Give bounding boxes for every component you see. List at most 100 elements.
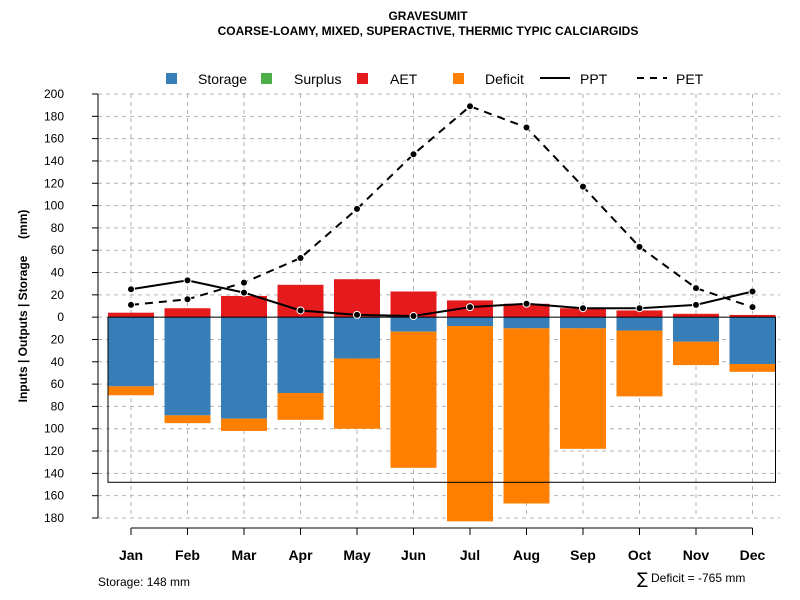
ppt-line — [130, 279, 753, 318]
storage-bar — [673, 317, 719, 342]
x-tick-label: Sep — [570, 547, 596, 563]
y-tick-label: 180 — [44, 511, 64, 525]
y-tick-label: 100 — [44, 199, 64, 213]
pet-point — [748, 303, 757, 312]
legend-swatch-surplus — [261, 73, 272, 84]
deficit-bar — [108, 386, 154, 396]
ppt-point — [240, 288, 248, 297]
deficit-bar — [447, 326, 493, 522]
deficit-bar — [503, 328, 550, 504]
pet-point — [183, 295, 192, 304]
storage-bar — [108, 317, 154, 387]
x-tick-label: May — [343, 547, 370, 563]
y-tick-label: 100 — [44, 422, 64, 436]
legend-swatch-storage — [166, 73, 177, 84]
aet-bar — [164, 308, 211, 318]
y-tick-label: 160 — [44, 132, 64, 146]
x-tick-label: Apr — [288, 547, 313, 563]
deficit-bar — [616, 330, 663, 397]
deficit-bar — [334, 358, 380, 429]
aet-bar — [334, 279, 380, 318]
storage-bar — [616, 317, 663, 331]
footer: Storage: 148 mm ∑ Deficit = -765 mm — [98, 569, 745, 589]
legend-label-pet: PET — [676, 71, 704, 87]
deficit-bar — [390, 331, 437, 468]
x-tick-label: Aug — [513, 547, 540, 563]
y-axis: 2001801601401201008060402002040608010012… — [44, 87, 99, 525]
aet-bar — [729, 314, 776, 318]
storage-capacity-outline — [107, 316, 776, 483]
deficit-bar — [673, 341, 719, 366]
y-tick-label: 80 — [51, 221, 65, 235]
storage-bar — [164, 317, 211, 416]
aet-bar — [503, 303, 550, 318]
deficit-summary: Deficit = -765 mm — [651, 571, 745, 585]
storage-bar — [729, 317, 776, 365]
storage-bar — [503, 317, 550, 329]
x-tick-label: Feb — [175, 547, 200, 563]
storage-bar — [334, 317, 380, 359]
y-tick-label: 120 — [44, 444, 64, 458]
x-tick-label: Jan — [119, 547, 143, 563]
aet-bar — [221, 295, 267, 318]
ppt-point — [296, 306, 305, 315]
y-tick-label: 80 — [51, 399, 65, 413]
pet-point — [466, 102, 474, 111]
x-axis: Jan Feb Mar Apr May Jun Jul Aug Sep Oct Nov Dec — [119, 527, 766, 563]
y-tick-label: 160 — [44, 489, 64, 503]
ppt-point — [748, 287, 757, 296]
y-axis-label: Inputs | Outputs | Storage (mm) — [16, 210, 30, 403]
aet-bar — [673, 313, 719, 318]
deficit-bar — [729, 364, 776, 372]
ppt-point — [353, 310, 361, 319]
y-tick-label: 200 — [44, 87, 64, 101]
pet-point — [353, 204, 361, 213]
sigma-symbol: ∑ — [637, 569, 648, 588]
ppt-point — [127, 285, 135, 294]
ppt-point — [635, 304, 644, 313]
legend-label-surplus: Surplus — [294, 71, 341, 87]
x-tick-label: Dec — [740, 547, 766, 563]
y-tick-label: 60 — [51, 377, 65, 391]
pet-point — [635, 242, 644, 251]
y-tick-label: 120 — [44, 176, 64, 190]
x-tick-label: Oct — [628, 547, 652, 563]
aet-bar — [616, 310, 663, 318]
y-tick-label: 20 — [51, 332, 65, 346]
pet-point — [579, 182, 587, 191]
legend-label-aet: AET — [390, 71, 418, 87]
pet-point — [692, 284, 700, 293]
pet-point — [296, 254, 305, 263]
pet-point — [127, 300, 135, 309]
pet-point — [240, 278, 248, 287]
legend: Storage Surplus AET Deficit PPT PET — [166, 71, 704, 87]
x-tick-label: Nov — [683, 547, 710, 563]
storage-summary: Storage: 148 mm — [98, 575, 190, 589]
legend-label-ppt: PPT — [580, 71, 608, 87]
y-tick-label: 40 — [51, 266, 65, 280]
storage-capacity-box — [107, 316, 776, 483]
x-tick-label: Mar — [232, 547, 257, 563]
deficit-bar — [164, 415, 211, 424]
x-tick-label: Jul — [460, 547, 480, 563]
y-tick-label: 20 — [51, 288, 65, 302]
aet-bar — [560, 308, 606, 318]
legend-label-deficit: Deficit — [485, 71, 524, 87]
storage-bar — [390, 317, 437, 332]
storage-bar — [560, 317, 606, 329]
pet-point — [522, 123, 531, 132]
chart-title: GRAVESUMIT — [388, 9, 468, 23]
series-lines — [127, 102, 757, 321]
chart-subtitle: COARSE-LOAMY, MIXED, SUPERACTIVE, THERMI… — [218, 24, 639, 38]
legend-swatch-aet — [357, 73, 368, 84]
y-tick-label: 40 — [51, 355, 65, 369]
pet-point — [409, 150, 418, 159]
y-tick-label: 180 — [44, 109, 64, 123]
ppt-point — [409, 312, 418, 321]
pet-line — [130, 105, 753, 309]
bars — [108, 279, 776, 522]
storage-bar — [447, 317, 493, 327]
storage-bar — [277, 317, 324, 394]
ppt-point — [692, 300, 700, 309]
